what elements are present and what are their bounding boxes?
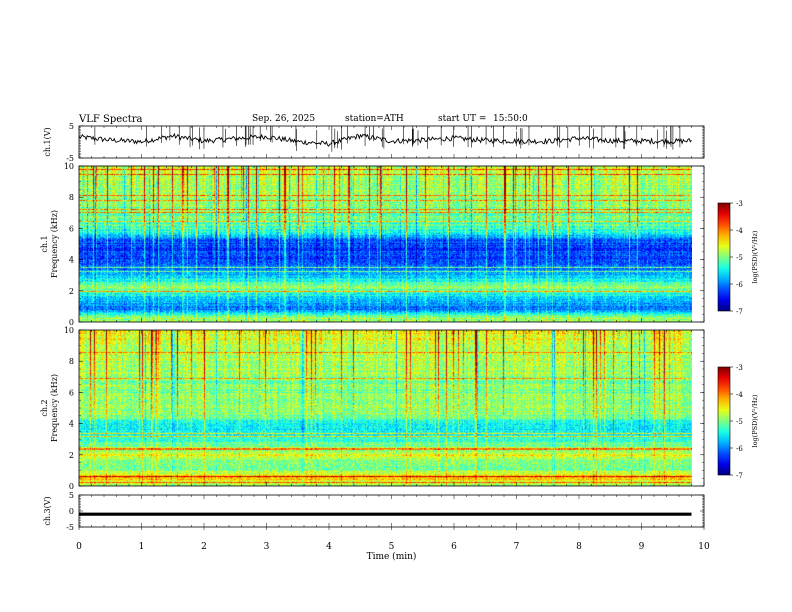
data-layer bbox=[78, 126, 692, 516]
x-tick-label: 2 bbox=[201, 542, 207, 552]
x-tick-label: 9 bbox=[639, 542, 645, 552]
x-tick-label: 4 bbox=[326, 542, 332, 552]
colorbar-1 bbox=[717, 202, 731, 312]
y-tick-label: 0 bbox=[69, 318, 74, 327]
y-tick-label: 2 bbox=[69, 451, 74, 460]
colorbar-tick-label: -6 bbox=[736, 281, 743, 289]
panel-frame-4 bbox=[78, 494, 705, 528]
y-tick-label: 2 bbox=[69, 287, 74, 296]
y-tick-label: 0 bbox=[69, 507, 74, 516]
y-tick-label: 5 bbox=[69, 491, 74, 500]
x-tick-label: 6 bbox=[451, 542, 457, 552]
colorbar-label: log(PSD)(V²/Hz) bbox=[751, 230, 759, 283]
xlabel-time: Time (min) bbox=[367, 551, 417, 562]
colorbar-tick-label: -5 bbox=[736, 418, 743, 426]
y-tick-label: -5 bbox=[66, 154, 74, 163]
spectrogram-image-1 bbox=[79, 166, 692, 322]
header-date: Sep. 26, 2025 bbox=[252, 114, 316, 124]
ylabel-ch1-channel: ch.1 bbox=[40, 235, 49, 252]
ylabel-ch1-waveform: ch.1(V) bbox=[43, 127, 52, 156]
x-tick-label: 3 bbox=[264, 542, 270, 552]
colorbar-label: log(PSD)(V²/Hz) bbox=[751, 394, 759, 447]
ylabel-ch1-frequency: Frequency (kHz) bbox=[50, 210, 59, 278]
waveform-line-1 bbox=[78, 132, 692, 147]
header-start-label: start UT = bbox=[438, 114, 487, 124]
ylabel-ch2-frequency: Frequency (kHz) bbox=[50, 374, 59, 442]
colorbar-tick-label: -4 bbox=[736, 391, 743, 399]
x-tick-label: 5 bbox=[389, 542, 395, 552]
x-tick-label: 1 bbox=[139, 542, 145, 552]
colorbar-tick-label: -3 bbox=[736, 364, 743, 372]
colorbar-tick-label: -3 bbox=[736, 200, 743, 208]
colorbar-tick-label: -6 bbox=[736, 445, 743, 453]
colorbar-tick-label: -7 bbox=[736, 472, 743, 480]
spectrogram-image-2 bbox=[79, 330, 692, 486]
colorbar-tick-label: -5 bbox=[736, 254, 743, 262]
y-tick-label: 0 bbox=[69, 482, 74, 491]
x-tick-label: 0 bbox=[76, 542, 82, 552]
x-tick-label: 8 bbox=[576, 542, 582, 552]
axes-layer: -3 -4 -5 -6 -7 log(PSD)(V²/Hz) -3 -4 -5 -6 -7 log(P… bbox=[40, 122, 759, 562]
y-tick-label: 4 bbox=[69, 256, 74, 265]
colorbar-2 bbox=[717, 366, 731, 476]
y-tick-label: 6 bbox=[69, 224, 74, 233]
colorbar-tick-label: -7 bbox=[736, 308, 743, 316]
x-tick-label: 10 bbox=[698, 542, 710, 552]
colorbar-tick-label: -4 bbox=[736, 227, 743, 235]
y-tick-label: 10 bbox=[64, 326, 74, 335]
header-start-time: 15:50:0 bbox=[493, 114, 528, 124]
y-tick-label: 8 bbox=[69, 193, 74, 202]
y-tick-label: 10 bbox=[64, 162, 74, 171]
y-tick-label: 4 bbox=[69, 420, 74, 429]
ylabel-ch2-channel: ch.2 bbox=[40, 399, 49, 416]
header-station: station=ATH bbox=[345, 114, 404, 124]
y-tick-label: 6 bbox=[69, 388, 74, 397]
y-tick-label: -5 bbox=[66, 523, 74, 532]
y-tick-label: 5 bbox=[69, 122, 74, 131]
header-title: VLF Spectra bbox=[79, 114, 143, 125]
ylabel-ch3-waveform: ch.3(V) bbox=[43, 496, 52, 525]
y-tick-label: 8 bbox=[69, 357, 74, 366]
x-tick-label: 7 bbox=[514, 542, 520, 552]
